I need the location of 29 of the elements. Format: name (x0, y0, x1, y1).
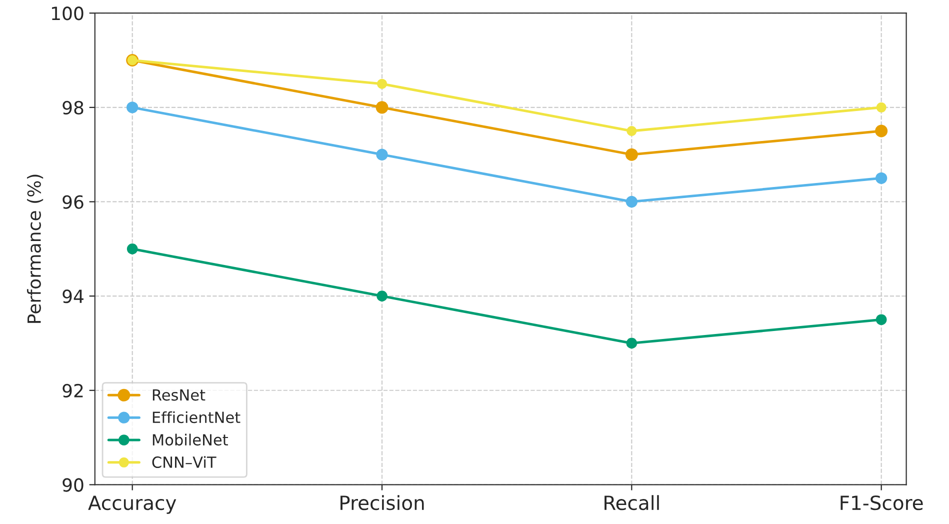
y-axis-title: Performance (%) (26, 174, 44, 323)
y-tick-label: 100 (52, 6, 84, 20)
legend-label: EfficientNet (152, 411, 240, 424)
x-tick-label: Recall (604, 495, 659, 510)
y-tick-label: 98 (62, 100, 84, 115)
point (875, 172, 888, 184)
x-tick-label: Accuracy (88, 496, 176, 514)
point (376, 101, 388, 114)
x-tick-label: F1-Score (840, 495, 923, 510)
point (876, 102, 886, 112)
point (625, 148, 638, 161)
point (126, 102, 138, 114)
point (876, 314, 887, 326)
y-tick-label: 94 (62, 290, 84, 304)
y-tick-label: 90 (62, 478, 84, 492)
point (875, 124, 888, 138)
legend-label: MobileNet (152, 434, 228, 446)
point (626, 126, 637, 136)
point (377, 78, 388, 89)
legend-label: CNN–ViT (152, 456, 216, 468)
point (376, 148, 388, 160)
x-tick-label: Precision (340, 495, 424, 510)
point (626, 196, 638, 208)
point (126, 243, 138, 254)
point (626, 338, 638, 349)
y-tick-label: 96 (62, 195, 84, 209)
legend-label: ResNet (152, 389, 206, 401)
y-tick-label: 92 (62, 384, 83, 398)
point (376, 290, 388, 302)
